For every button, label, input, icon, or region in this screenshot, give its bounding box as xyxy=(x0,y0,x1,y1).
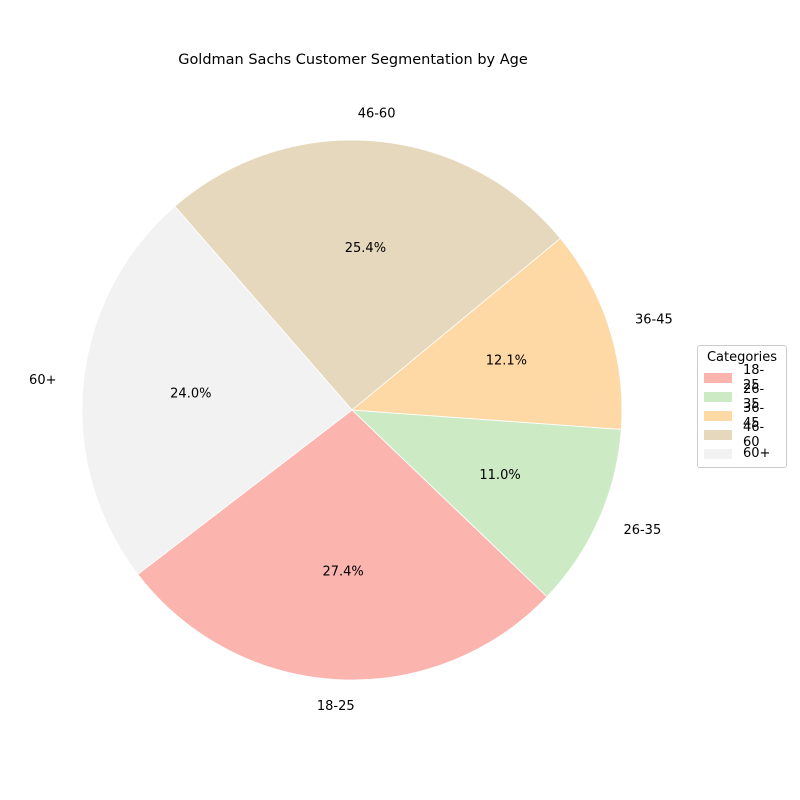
legend-item: 26-35 xyxy=(704,382,780,412)
pie-slice-60+ xyxy=(81,205,353,575)
pie-category-label: 46-60 xyxy=(358,107,396,122)
legend-item: 36-45 xyxy=(704,401,780,431)
pie-category-label: 60+ xyxy=(29,373,56,388)
legend-title: Categories xyxy=(706,350,778,365)
legend: Categories 18-25 26-35 36-45 46-60 60+ xyxy=(697,345,787,468)
legend-swatch xyxy=(704,372,732,383)
pie-percent-label: 27.4% xyxy=(322,564,363,579)
legend-label: 26-35 xyxy=(743,381,765,412)
legend-label: 18-25 xyxy=(743,362,765,393)
pie-slice-46-60 xyxy=(174,139,561,411)
legend-swatch xyxy=(704,448,732,459)
legend-swatch xyxy=(704,410,732,421)
chart-title: Goldman Sachs Customer Segmentation by A… xyxy=(178,52,528,68)
pie-category-label: 18-25 xyxy=(317,699,355,714)
pie-labels: 18-25 27.4% 26-35 11.0% 36-45 12.1% 46-60 25.4%… xyxy=(29,107,673,715)
legend-label: 36-45 xyxy=(743,400,765,431)
legend-label: 46-60 xyxy=(743,419,765,450)
pie-slice-18-25 xyxy=(137,409,548,681)
legend-item: 18-25 xyxy=(704,363,780,393)
pie-percent-label: 24.0% xyxy=(170,386,211,401)
legend-swatch xyxy=(704,391,732,402)
pie-category-label: 26-35 xyxy=(623,523,661,538)
legend-items: 18-25 26-35 36-45 46-60 60+ xyxy=(704,363,780,463)
pie-percent-label: 25.4% xyxy=(345,241,386,256)
pie-category-label: 36-45 xyxy=(635,312,673,327)
legend-item: 46-60 xyxy=(704,420,780,450)
legend-label: 60+ xyxy=(743,446,771,461)
legend-swatch xyxy=(704,429,732,440)
pie-percent-label: 11.0% xyxy=(479,468,520,483)
pie-slice-36-45 xyxy=(350,237,623,430)
pie-slice-26-35 xyxy=(350,409,622,598)
pie-slices xyxy=(81,139,623,681)
legend-item: 60+ xyxy=(704,444,780,463)
pie-percent-label: 12.1% xyxy=(486,353,527,368)
